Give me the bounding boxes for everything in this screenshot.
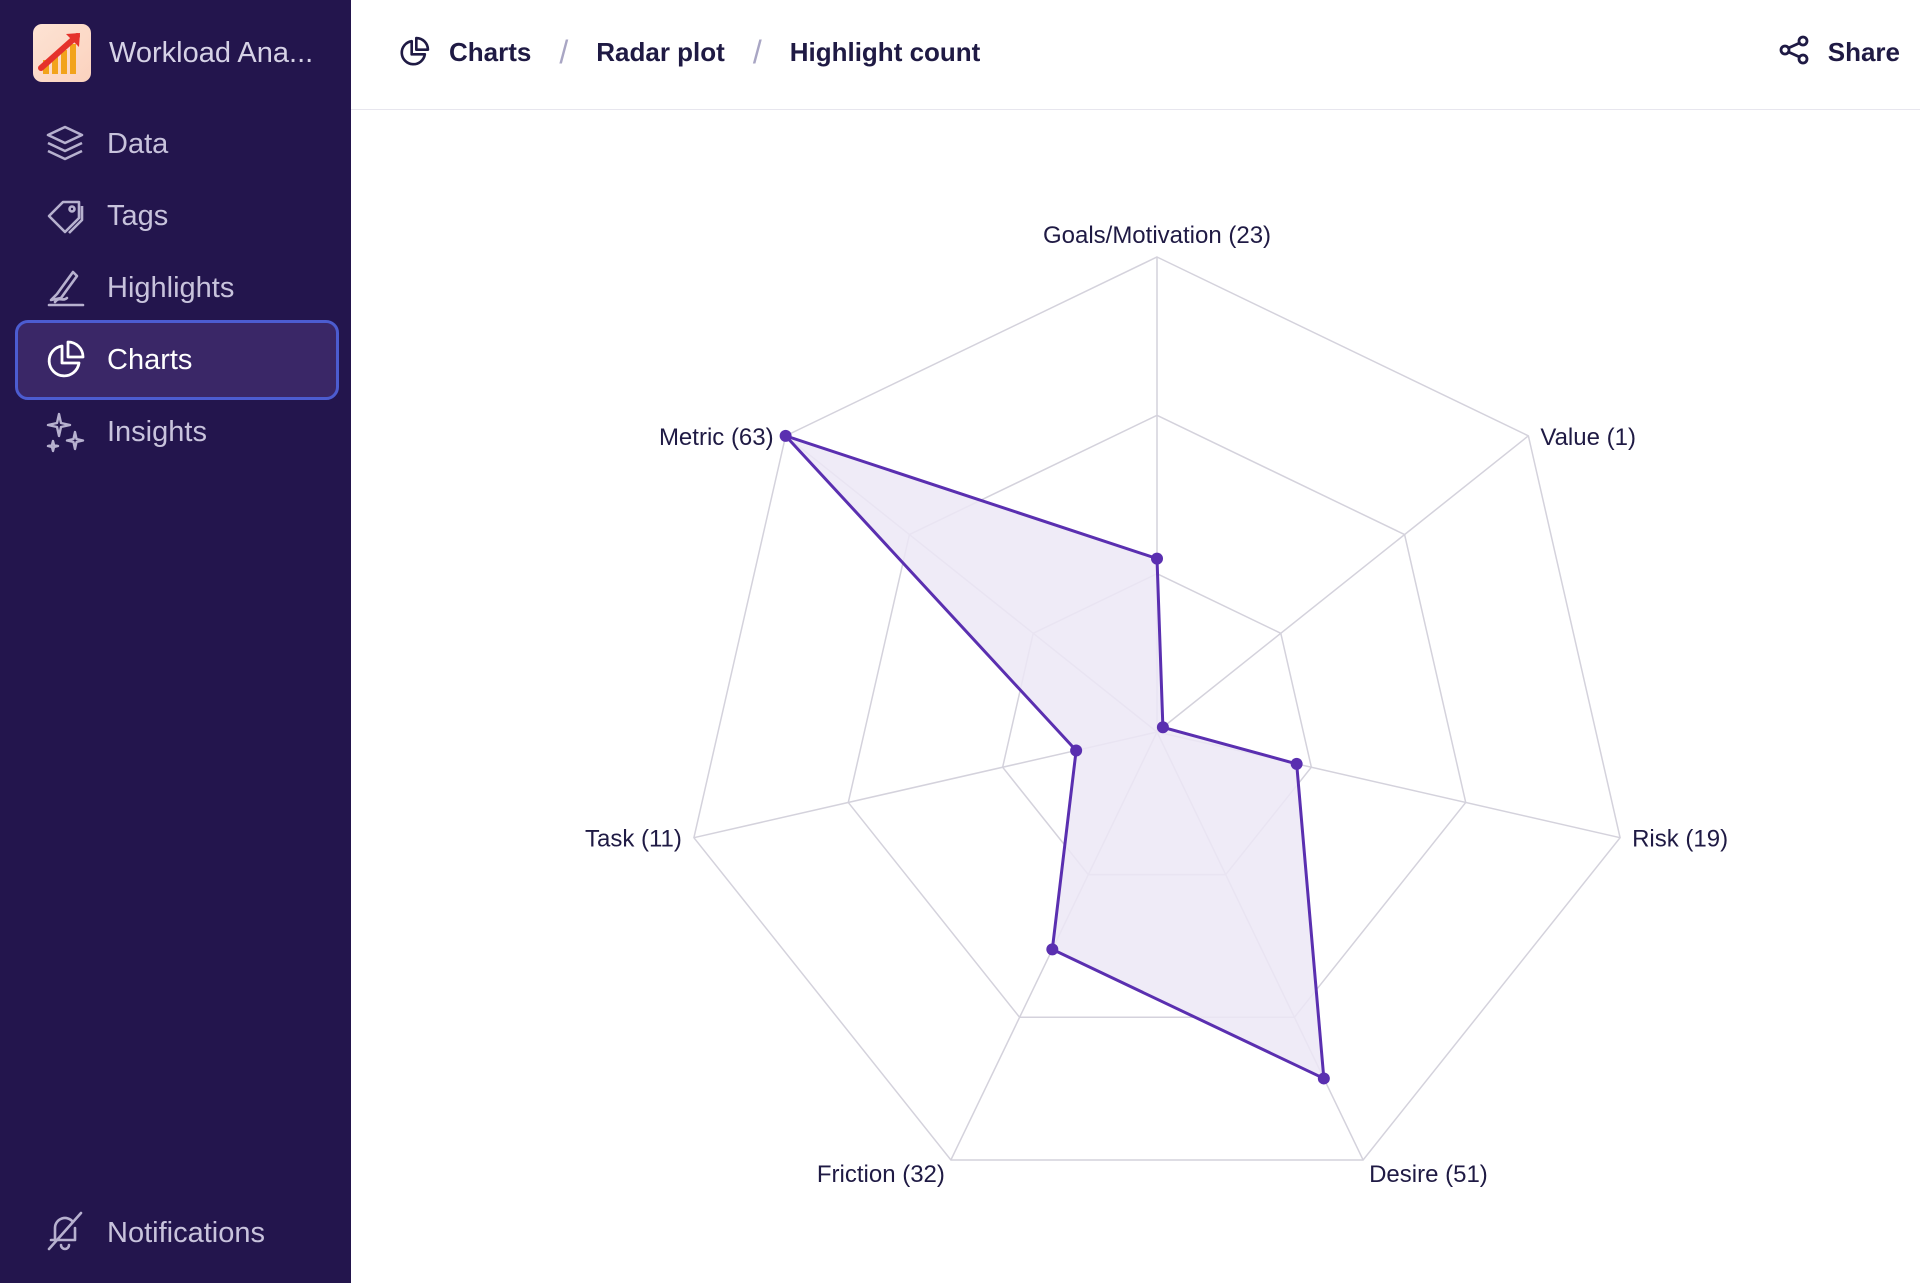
axis-label: Goals/Motivation (23) (1043, 222, 1271, 249)
sidebar-item-label: Tags (107, 199, 169, 232)
breadcrumb-highlight-count: Highlight count (789, 36, 981, 67)
sidebar: Workload Ana... Data Tags (0, 0, 351, 1283)
breadcrumb-separator: / (752, 33, 762, 70)
share-button[interactable]: Share (1778, 30, 1900, 74)
data-point (1046, 943, 1059, 956)
breadcrumb-radar-plot[interactable]: Radar plot (596, 36, 725, 67)
data-point (1317, 1072, 1330, 1085)
highlighter-icon (43, 266, 87, 310)
axis-label: Value (1) (1540, 424, 1636, 451)
sparkles-icon (43, 410, 87, 454)
axis-label: Metric (63) (659, 424, 774, 451)
breadcrumb-separator: / (559, 33, 569, 70)
pie-chart-icon (43, 338, 87, 382)
sidebar-item-label: Charts (107, 343, 193, 376)
data-point (1290, 757, 1303, 770)
workspace-name: Workload Ana... (109, 36, 314, 69)
top-bar: Charts / Radar plot / Highlight count Sh… (351, 0, 1920, 110)
layers-icon (43, 122, 87, 166)
sidebar-item-charts[interactable]: Charts (15, 320, 339, 400)
bell-off-icon (43, 1209, 87, 1258)
radar-chart-panel: Goals/Motivation (23) Value (1) Risk (19) D… (351, 111, 1920, 1283)
sidebar-item-data[interactable]: Data (15, 104, 339, 184)
data-point (1151, 552, 1163, 565)
sidebar-nav: Data Tags Highlights (15, 104, 339, 464)
axis-label: Task (11) (585, 826, 682, 853)
breadcrumb-charts[interactable]: Charts (449, 36, 532, 67)
axis-label: Desire (51) (1369, 1161, 1488, 1188)
sidebar-item-tags[interactable]: Tags (15, 176, 339, 256)
breadcrumb: Charts / Radar plot / Highlight count (397, 30, 980, 74)
data-point (1156, 721, 1169, 734)
data-point (1070, 744, 1083, 757)
sidebar-item-highlights[interactable]: Highlights (15, 248, 339, 328)
share-label: Share (1827, 36, 1900, 67)
tag-icon (43, 194, 87, 238)
radar-chart: Goals/Motivation (23) Value (1) Risk (19) D… (585, 222, 1728, 1188)
sidebar-item-label: Highlights (107, 271, 235, 304)
series-area (780, 432, 1326, 1081)
data-point (779, 429, 792, 442)
sidebar-item-label: Insights (107, 415, 207, 448)
app-logo (33, 24, 91, 82)
sidebar-item-label: Data (107, 127, 169, 160)
axis-label: Friction (32) (817, 1161, 945, 1188)
grid-ring (847, 414, 1467, 1019)
axis-label: Risk (19) (1632, 826, 1728, 853)
grid-ring (693, 256, 1621, 1161)
pie-chart-icon (397, 35, 431, 69)
grid-spoke (1156, 435, 1529, 733)
workspace-brand[interactable]: Workload Ana... (33, 23, 313, 83)
notifications-label: Notifications (107, 1216, 265, 1249)
sidebar-item-notifications[interactable]: Notifications (15, 1193, 339, 1273)
sidebar-item-insights[interactable]: Insights (15, 392, 339, 472)
share-icon (1778, 34, 1810, 71)
